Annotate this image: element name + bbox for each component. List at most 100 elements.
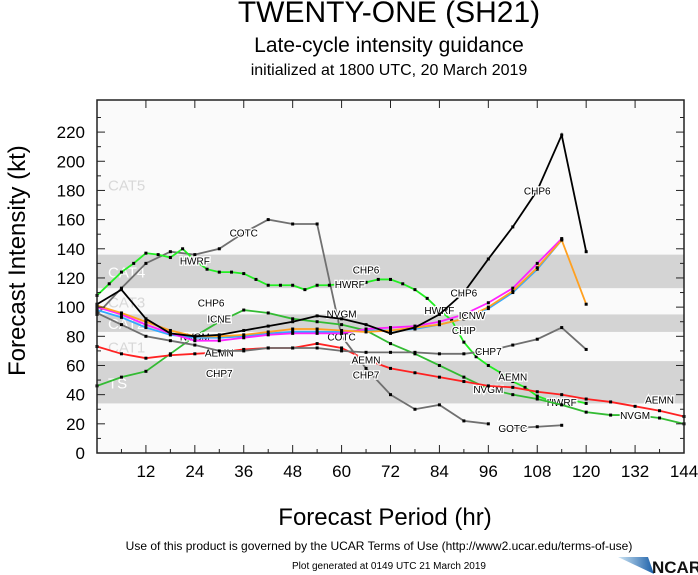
- data-point: [119, 288, 123, 292]
- data-point: [572, 398, 576, 402]
- series-label: COTC: [327, 332, 355, 343]
- data-point: [144, 326, 148, 330]
- data-point: [217, 339, 221, 343]
- data-point: [462, 352, 466, 356]
- y-tick-label: 160: [57, 211, 85, 230]
- data-point: [144, 334, 148, 338]
- data-point: [119, 270, 123, 274]
- series-gotc: GOTC: [497, 423, 564, 436]
- data-point: [242, 328, 246, 332]
- data-point: [486, 363, 490, 367]
- data-point: [132, 261, 136, 265]
- data-point: [658, 409, 662, 413]
- data-point: [119, 311, 123, 315]
- data-point: [168, 353, 172, 357]
- data-point: [535, 337, 539, 341]
- data-point: [462, 312, 466, 316]
- data-point: [437, 320, 441, 324]
- data-point: [266, 346, 270, 350]
- data-point: [242, 308, 246, 312]
- data-point: [181, 247, 185, 251]
- data-point: [340, 331, 344, 335]
- data-point: [511, 426, 515, 430]
- data-point: [291, 331, 295, 335]
- chart-title: TWENTY-ONE (SH21): [237, 0, 541, 29]
- y-tick-label: 0: [76, 444, 85, 463]
- data-point: [352, 282, 356, 286]
- data-point: [340, 346, 344, 350]
- data-point: [584, 401, 588, 405]
- data-point: [254, 277, 258, 281]
- data-point: [609, 413, 613, 417]
- data-point: [119, 375, 123, 379]
- data-point: [437, 312, 441, 316]
- data-point: [486, 349, 490, 353]
- data-point: [560, 133, 564, 137]
- data-point: [389, 277, 392, 281]
- data-point: [584, 410, 588, 414]
- data-point: [242, 349, 246, 353]
- data-point: [315, 346, 319, 350]
- x-tick-label: 24: [185, 462, 204, 481]
- data-point: [242, 336, 246, 340]
- data-point: [450, 318, 454, 322]
- data-point: [437, 403, 441, 407]
- data-point: [266, 333, 270, 337]
- data-point: [193, 258, 197, 262]
- series-label: CHP6: [524, 186, 551, 197]
- series-chp6: CHP6 CHP6 CHP6 CHP6: [95, 132, 588, 338]
- data-point: [291, 317, 295, 321]
- data-point: [291, 222, 295, 226]
- y-tick-label: 220: [57, 123, 85, 142]
- data-point: [327, 283, 331, 287]
- data-point: [193, 339, 197, 343]
- data-point: [462, 317, 466, 321]
- data-point: [413, 326, 417, 330]
- x-tick-label: 84: [430, 462, 449, 481]
- data-point: [560, 393, 564, 397]
- data-point: [364, 323, 368, 327]
- data-point: [547, 398, 551, 402]
- data-point: [340, 323, 344, 327]
- data-point: [560, 326, 564, 330]
- series-label: CHP7: [353, 370, 380, 381]
- series-label: GOTC: [498, 424, 527, 435]
- data-point: [560, 423, 564, 427]
- data-point: [560, 238, 564, 242]
- data-point: [535, 390, 539, 394]
- data-point: [144, 323, 148, 327]
- series-label: AEMN: [352, 356, 381, 367]
- series-label: AEMN: [645, 396, 674, 407]
- data-point: [144, 320, 148, 324]
- data-point: [437, 308, 441, 312]
- series-label: CHP6: [198, 298, 225, 309]
- band-label: CAT5: [108, 177, 145, 194]
- series-label: HWRF: [335, 280, 365, 291]
- x-tick-label: 48: [283, 462, 302, 481]
- y-tick-label: 60: [66, 356, 85, 375]
- y-tick-label: 180: [57, 181, 85, 200]
- x-tick-label: 60: [332, 462, 351, 481]
- y-tick-label: 120: [57, 269, 85, 288]
- data-point: [462, 419, 466, 423]
- data-point: [107, 282, 111, 286]
- y-tick-label: 80: [66, 327, 85, 346]
- data-point: [535, 397, 539, 401]
- data-point: [511, 289, 515, 293]
- data-point: [315, 327, 319, 331]
- data-point: [511, 343, 515, 347]
- y-tick-label: 200: [57, 152, 85, 171]
- data-point: [535, 266, 539, 270]
- series-label: COTC: [230, 229, 258, 240]
- data-point: [389, 366, 392, 370]
- x-tick-label: 96: [479, 462, 498, 481]
- x-tick-label: 12: [136, 462, 155, 481]
- data-point: [389, 331, 392, 335]
- data-point: [462, 380, 466, 384]
- data-point: [230, 270, 234, 274]
- band-cat3: [97, 289, 684, 313]
- data-point: [291, 327, 295, 331]
- plot-area: TSCAT1CAT2CAT3CAT4CAT5COTCCOTCGOTCHWRFHW…: [57, 99, 698, 481]
- data-point: [560, 403, 564, 407]
- data-point: [168, 331, 172, 335]
